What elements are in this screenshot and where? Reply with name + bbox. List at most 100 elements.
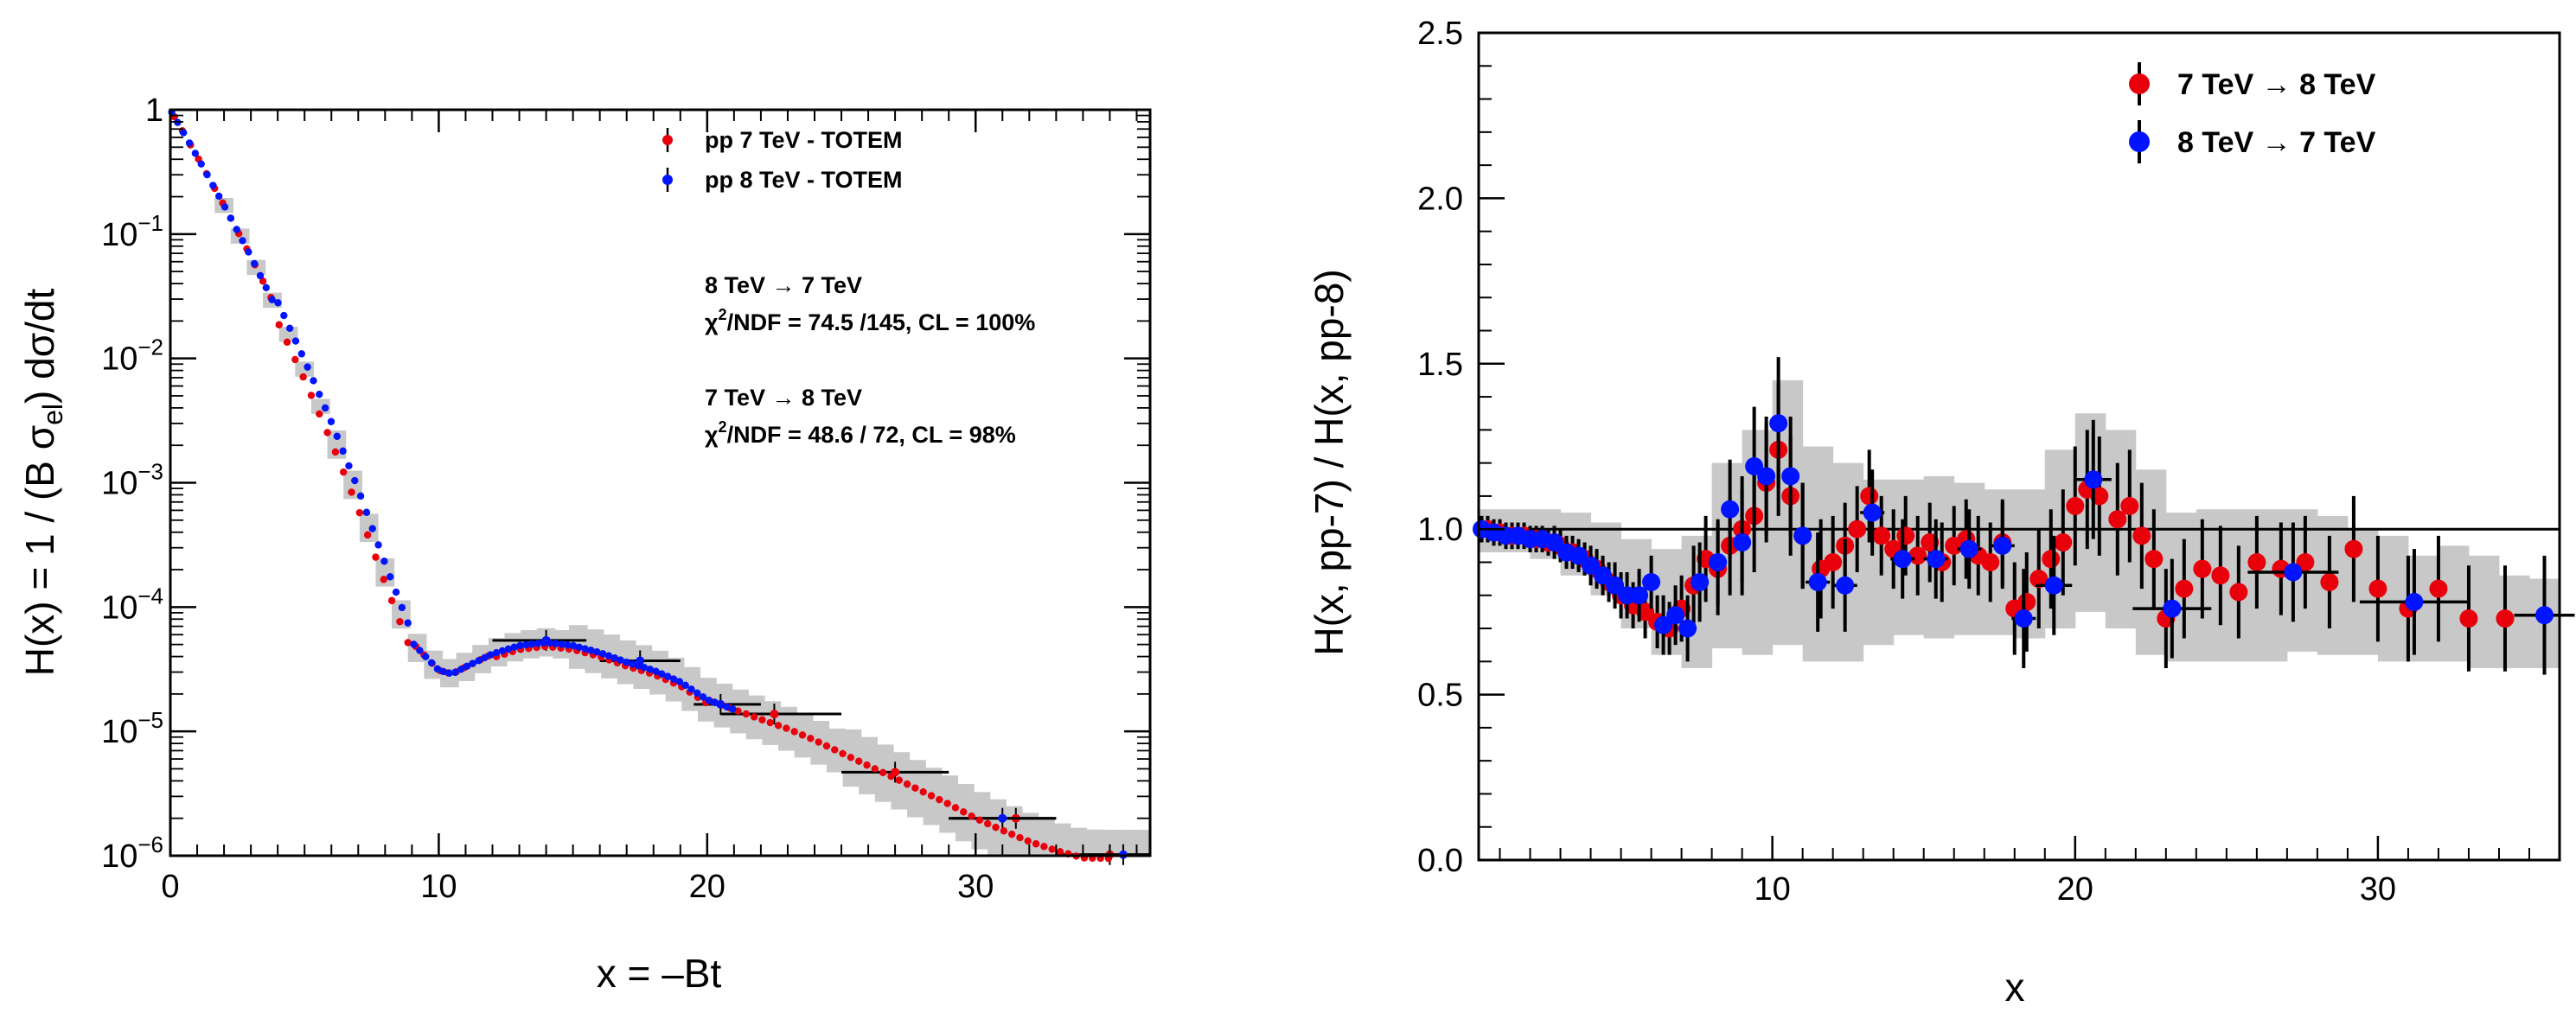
data-point-8to7 <box>1721 500 1740 519</box>
data-point-7tev <box>1000 827 1008 835</box>
data-point-7tev <box>299 373 307 381</box>
data-point-8tev <box>274 299 282 307</box>
data-point-7tev <box>1056 848 1064 856</box>
data-point-8tev <box>652 667 660 675</box>
data-point-7tev <box>774 722 783 730</box>
data-point-8tev <box>422 653 430 660</box>
right-y-axis-title: H(x, pp-7) / H(x, pp-8) <box>1307 269 1352 655</box>
x-tick-label: 0 <box>161 869 179 905</box>
data-point-8tev <box>546 639 553 647</box>
data-point-8to7 <box>1863 503 1882 522</box>
data-point-8to7 <box>1569 546 1588 565</box>
data-point-8tev <box>262 284 271 292</box>
data-point-8tev <box>623 658 630 666</box>
y-tick-label: 2.0 <box>1417 181 1463 217</box>
data-point-8tev <box>410 640 418 648</box>
data-point-7tev <box>323 429 331 437</box>
data-point-8tev <box>351 476 359 485</box>
data-point-8tev <box>504 645 513 653</box>
data-point-7tev <box>783 724 790 732</box>
data-point-7tev <box>855 757 863 765</box>
data-point-7tev <box>1016 833 1024 842</box>
data-point-8tev <box>451 668 459 677</box>
data-point-7tev <box>1048 845 1056 853</box>
right-plot-frame <box>1477 31 2561 862</box>
data-point-8tev <box>445 669 453 677</box>
data-point-8tev <box>663 672 672 680</box>
data-point-8to7 <box>1836 576 1855 595</box>
data-point-7tev <box>758 716 766 723</box>
data-point-8tev <box>214 192 223 201</box>
data-point-8tev <box>427 659 436 666</box>
data-point-8tev <box>498 647 507 655</box>
data-point-8tev <box>191 150 200 157</box>
band-segment <box>2377 535 2409 662</box>
data-point-8tev <box>510 643 518 651</box>
data-point-8tev <box>640 664 649 672</box>
data-point-7tev <box>960 808 968 816</box>
data-point-8tev <box>285 324 294 333</box>
data-point-8to7 <box>1545 533 1564 552</box>
data-point-8to7 <box>1678 619 1697 638</box>
data-point-8tev <box>604 652 613 660</box>
data-point-8tev <box>558 640 566 648</box>
data-point-8to7 <box>2084 470 2103 489</box>
data-point-8tev <box>569 641 578 650</box>
y-tick-label: 0.5 <box>1417 678 1463 714</box>
data-point-7to8 <box>1981 552 2000 571</box>
y-tick-label: 0.0 <box>1417 843 1463 879</box>
data-point-8tev <box>368 525 376 532</box>
data-point-8tev <box>723 703 731 711</box>
data-point-8tev <box>540 639 547 647</box>
left-uncertainty-band <box>214 197 1152 856</box>
data-point-7to8 <box>2042 550 2061 569</box>
data-point-8tev <box>522 640 530 649</box>
data-point-7tev <box>839 749 847 758</box>
y-tick-label: 10−4 <box>101 583 163 626</box>
x-tick-label: 20 <box>689 869 725 905</box>
data-point-8tev <box>327 417 336 425</box>
data-point-8tev <box>233 226 240 233</box>
data-point-8to7 <box>1745 456 1764 475</box>
x-tick-label: 10 <box>420 869 457 905</box>
band-segment <box>1116 830 1135 856</box>
data-point-8to7 <box>1893 550 1912 569</box>
data-point-7tev <box>815 738 822 746</box>
data-point-7tev <box>911 784 919 792</box>
data-point-7tev <box>396 617 404 626</box>
data-point-8tev <box>297 350 305 358</box>
data-point-8tev <box>280 311 288 320</box>
data-point-8tev <box>180 129 188 137</box>
data-point-7to8 <box>2029 570 2049 589</box>
legend-label-7tev: pp 7 TeV - TOTEM <box>705 127 903 153</box>
data-point-7to8 <box>2054 533 2073 552</box>
data-point-8tev <box>245 248 252 256</box>
data-point-8tev <box>694 689 701 698</box>
data-point-8tev <box>534 640 542 647</box>
data-point-8tev <box>629 660 636 668</box>
data-point-7tev <box>331 448 340 456</box>
left-chart: 0 10 20 30 1 10−1 10−2 10−3 10−4 10−5 10−6 H(x) = … <box>17 92 1152 996</box>
annotation-7to8-title: 7 TeV → 8 TeV <box>705 385 862 411</box>
data-point-8to7 <box>2014 609 2033 628</box>
data-point-8tev <box>316 390 323 398</box>
legend-marker-7tev <box>662 135 673 145</box>
data-point-7tev <box>887 772 895 781</box>
data-point-8tev <box>339 447 347 456</box>
data-point-7tev <box>951 804 960 812</box>
annotation-8to7-title: 8 TeV → 7 TeV <box>705 272 862 298</box>
data-point-8tev <box>398 603 406 612</box>
data-point-7tev <box>1024 837 1032 845</box>
data-point-7tev <box>847 754 855 762</box>
data-point-7to8 <box>2320 572 2339 591</box>
data-point-7tev <box>919 787 927 796</box>
bin-point-8tev <box>998 813 1007 823</box>
left-legend: pp 7 TeV - TOTEM pp 8 TeV - TOTEM <box>662 127 903 193</box>
data-point-7tev <box>1007 830 1016 838</box>
data-point-7tev <box>363 531 372 539</box>
data-point-8to7 <box>1691 572 1710 591</box>
band-segment <box>2256 509 2288 662</box>
data-point-8tev <box>268 296 276 303</box>
data-point-8tev <box>587 647 595 654</box>
